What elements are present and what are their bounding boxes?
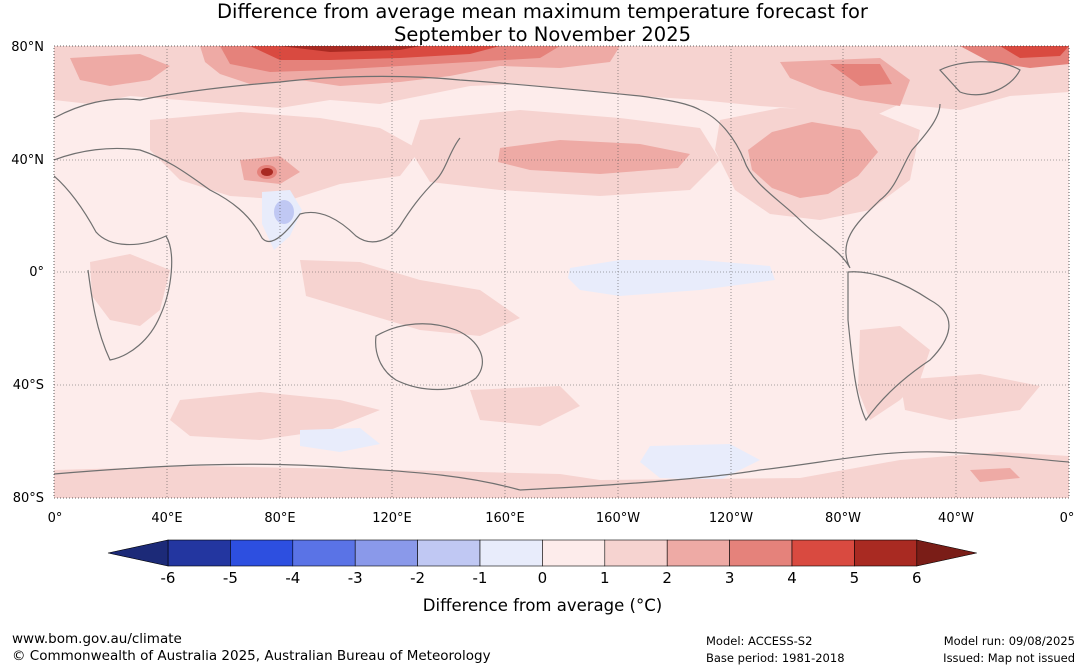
- lat-label: 80°S: [13, 491, 44, 506]
- anomaly-zone-southern-cool-2: [640, 444, 760, 480]
- longitude-labels: 0° 40°E 80°E 120°E 160°E 160°W 120°W 80°…: [48, 511, 1075, 526]
- lat-label: 80°N: [11, 40, 44, 55]
- anomaly-zone-greenland-5: [1000, 46, 1069, 58]
- anomaly-zone-europe: [70, 54, 170, 86]
- lon-label: 0°: [1060, 511, 1075, 526]
- anomaly-zone-north-pacific-2: [498, 140, 690, 174]
- anomaly-zone-canada-3: [830, 64, 892, 86]
- anomaly-zone-maritime: [300, 260, 520, 336]
- anomaly-zone-india-cool-2: [274, 200, 294, 224]
- footer-issued: Issued: Map not issued: [943, 651, 1075, 665]
- anomaly-zone-southern-ocean: [170, 392, 380, 440]
- colorbar: -6 -5 -4 -3 -2 -1 0 1 2 3 4 5 6: [0, 535, 1085, 605]
- colorbar-label: Difference from average (°C): [422, 596, 663, 615]
- colorbar-segment: [729, 539, 793, 567]
- lon-label: 40°W: [938, 511, 974, 526]
- anomaly-zone-equatorial-cool: [568, 260, 775, 296]
- colorbar-segment: [791, 539, 855, 567]
- forecast-map: 80°N 40°N 0° 40°S 80°S 0° 40°E 80°E 120°…: [11, 40, 1075, 526]
- lon-label: 40°E: [151, 511, 182, 526]
- colorbar-tick-label: 5: [850, 569, 860, 587]
- footer-base-period: Base period: 1981-2018: [706, 651, 845, 665]
- lat-label: 40°N: [11, 153, 44, 168]
- colorbar-tick-label: -5: [223, 569, 238, 587]
- coastlines: [54, 61, 1069, 491]
- anomaly-zone-antarctic-2: [970, 468, 1020, 482]
- colorbar-segment: [604, 539, 668, 567]
- colorbar-svg: -6 -5 -4 -3 -2 -1 0 1 2 3 4 5 6: [107, 539, 977, 587]
- colorbar-tick-label: -1: [473, 569, 488, 587]
- latitude-labels: 80°N 40°N 0° 40°S 80°S: [11, 40, 44, 506]
- lon-label: 0°: [48, 511, 63, 526]
- footer-model-run: Model run: 09/08/2025: [943, 634, 1075, 648]
- footer-run-info: Model run: 09/08/2025 Issued: Map not is…: [943, 633, 1075, 667]
- colorbar-tick-label: 0: [538, 569, 548, 587]
- title-line-1: Difference from average mean maximum tem…: [217, 0, 868, 23]
- colorbar-segment: [417, 539, 481, 567]
- colorbar-segment: [354, 539, 418, 567]
- anomaly-zone-asia-mid: [150, 112, 420, 200]
- footer-copyright: © Commonwealth of Australia 2025, Austra…: [12, 648, 491, 664]
- colorbar-segment: [292, 539, 356, 567]
- lon-label: 160°E: [485, 511, 525, 526]
- anomaly-zone-arctic-5: [280, 46, 420, 52]
- colorbar-tick-label: 6: [912, 569, 922, 587]
- colorbar-segment: [479, 539, 543, 567]
- anomaly-zone-southern-pacific: [470, 386, 580, 426]
- title-line-2: September to November 2025: [393, 23, 692, 46]
- colorbar-tick-label: -4: [285, 569, 300, 587]
- colorbar-tick-label: -2: [410, 569, 425, 587]
- lat-label: 40°S: [13, 378, 44, 393]
- anomaly-zone-southern-cool: [300, 428, 380, 452]
- map-area: 80°N 40°N 0° 40°S 80°S 0° 40°E 80°E 120°…: [0, 38, 1085, 538]
- colorbar-over-arrow: [916, 539, 977, 567]
- footer-url: www.bom.gov.au/climate: [12, 631, 182, 647]
- lat-label: 0°: [29, 265, 44, 280]
- colorbar-segment: [230, 539, 294, 567]
- map-frame: [53, 45, 1070, 499]
- colorbar-under-arrow: [107, 539, 169, 567]
- colorbar-tick-label: 4: [787, 569, 797, 587]
- colorbar-segment: [167, 539, 231, 567]
- lon-label: 120°W: [709, 511, 753, 526]
- lon-label: 120°E: [372, 511, 412, 526]
- colorbar-segment: [854, 539, 918, 567]
- lon-label: 80°W: [825, 511, 861, 526]
- colorbar-tick-label: 3: [725, 569, 735, 587]
- colorbar-tick-label: 1: [600, 569, 610, 587]
- colorbar-segment: [666, 539, 730, 567]
- colorbar-tick-label: -3: [348, 569, 363, 587]
- lon-label: 160°W: [596, 511, 640, 526]
- anomaly-zone-south-america: [858, 326, 930, 420]
- anomaly-hotspot-5: [261, 168, 273, 176]
- map-title: Difference from average mean maximum tem…: [0, 0, 1085, 46]
- colorbar-tick-label: 2: [662, 569, 672, 587]
- graticule: [54, 46, 1069, 498]
- anomaly-zone-south-atlantic: [900, 374, 1040, 420]
- footer-model: Model: ACCESS-S2: [706, 634, 813, 648]
- anomaly-zone-antarctic: [54, 452, 1069, 498]
- colorbar-tick-label: -6: [161, 569, 176, 587]
- lon-label: 80°E: [264, 511, 295, 526]
- footer-left: www.bom.gov.au/climate © Commonwealth of…: [12, 631, 491, 665]
- colorbar-segment: [542, 539, 606, 567]
- footer-model-info: Model: ACCESS-S2 Base period: 1981-2018: [706, 633, 845, 667]
